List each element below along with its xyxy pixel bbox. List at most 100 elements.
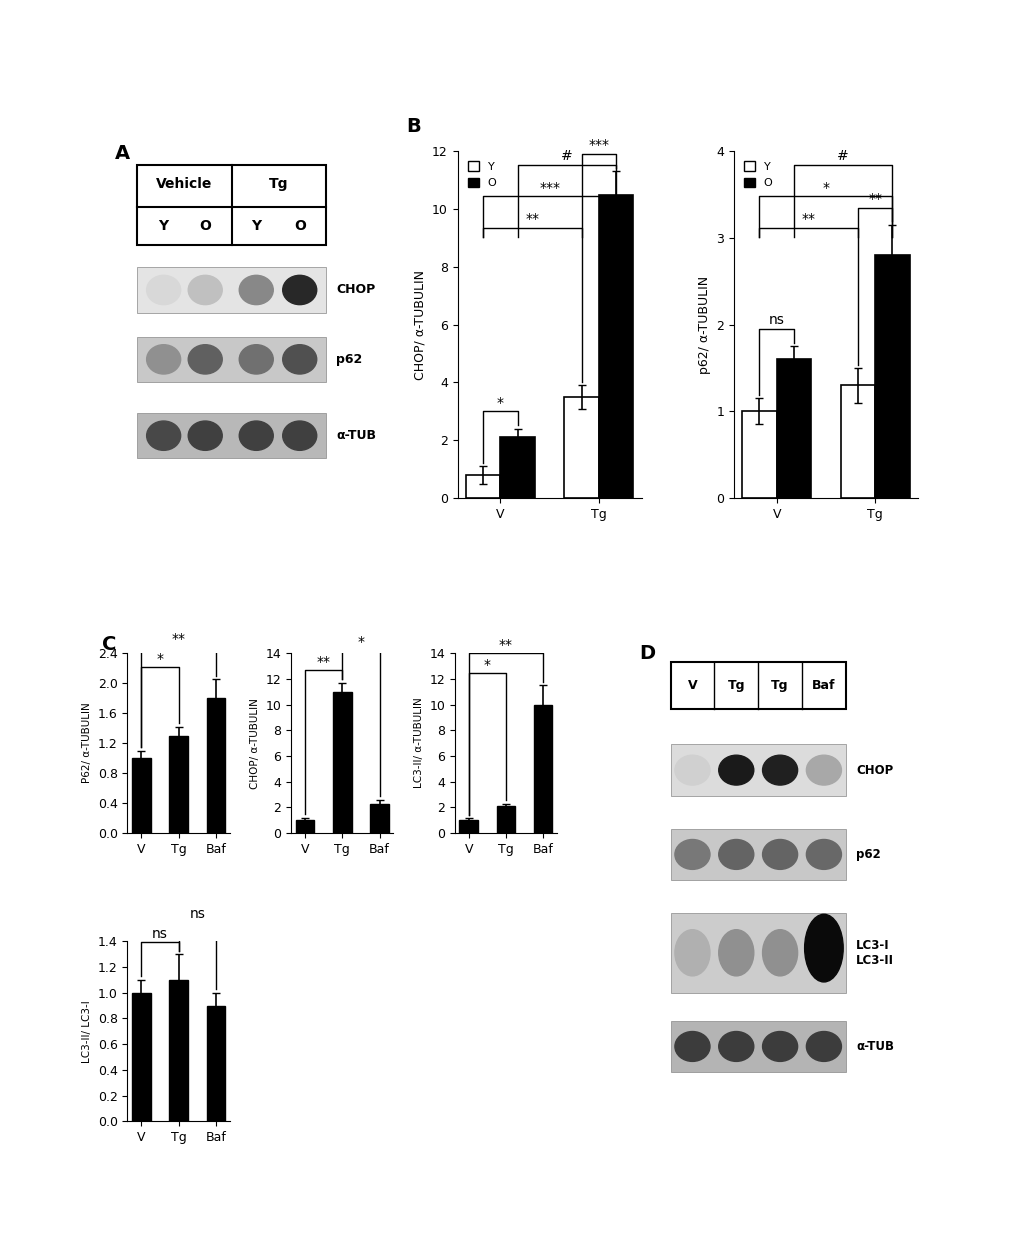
FancyBboxPatch shape [669, 663, 845, 709]
Bar [533, 704, 552, 833]
Bar [742, 412, 775, 498]
Bar [206, 1005, 225, 1121]
Text: Baf: Baf [811, 679, 835, 692]
Bar [206, 698, 225, 833]
FancyBboxPatch shape [669, 829, 845, 881]
Bar [370, 804, 388, 833]
Y-axis label: p62/ α-TUBULIN: p62/ α-TUBULIN [697, 276, 710, 374]
Bar [496, 806, 515, 833]
Text: Vehicle: Vehicle [156, 178, 212, 192]
Bar [459, 820, 478, 833]
Text: *: * [483, 658, 490, 672]
Ellipse shape [806, 755, 841, 785]
Text: Tg: Tg [770, 679, 788, 692]
Text: **: ** [171, 633, 185, 646]
Ellipse shape [718, 755, 753, 785]
Text: **: ** [867, 192, 881, 205]
Text: Tg: Tg [269, 178, 288, 192]
Bar [169, 736, 187, 833]
Bar [132, 759, 151, 833]
Text: **: ** [317, 655, 330, 669]
Ellipse shape [806, 839, 841, 869]
Text: Y: Y [158, 219, 168, 233]
Text: ns: ns [768, 314, 784, 328]
Bar [332, 692, 352, 833]
Ellipse shape [762, 1032, 797, 1061]
Text: ns: ns [152, 926, 168, 941]
Bar [598, 194, 633, 498]
Text: α-TUB: α-TUB [855, 1040, 894, 1053]
FancyBboxPatch shape [138, 267, 326, 312]
Bar [296, 820, 314, 833]
Text: α-TUB: α-TUB [335, 430, 376, 442]
Text: B: B [406, 116, 421, 136]
FancyBboxPatch shape [138, 165, 326, 244]
Bar [466, 475, 500, 498]
Ellipse shape [675, 930, 709, 976]
Text: *: * [357, 635, 364, 649]
Text: Y: Y [251, 219, 261, 233]
Text: LC3-I
LC3-II: LC3-I LC3-II [855, 939, 894, 966]
Ellipse shape [282, 421, 317, 450]
Text: **: ** [801, 212, 815, 226]
Text: **: ** [498, 638, 513, 651]
Y-axis label: LC3-II/ LC3-I: LC3-II/ LC3-I [83, 1000, 92, 1062]
Ellipse shape [189, 345, 222, 374]
Ellipse shape [239, 345, 273, 374]
Text: #: # [560, 150, 573, 164]
Bar [169, 980, 187, 1121]
FancyBboxPatch shape [669, 914, 845, 993]
Legend: Y, O: Y, O [739, 156, 776, 193]
Text: C: C [102, 635, 116, 654]
Ellipse shape [282, 345, 317, 374]
Bar [874, 256, 909, 498]
FancyBboxPatch shape [138, 413, 326, 459]
Text: D: D [639, 644, 655, 663]
Text: CHOP: CHOP [335, 284, 375, 296]
Ellipse shape [762, 930, 797, 976]
Ellipse shape [675, 839, 709, 869]
FancyBboxPatch shape [669, 1021, 845, 1072]
Text: A: A [115, 144, 130, 164]
Bar [132, 993, 151, 1121]
Text: **: ** [525, 212, 539, 226]
Text: p62: p62 [335, 353, 362, 365]
Ellipse shape [718, 930, 753, 976]
Ellipse shape [718, 839, 753, 869]
Text: p62: p62 [855, 848, 880, 861]
Text: CHOP: CHOP [855, 764, 893, 776]
Text: ***: *** [539, 180, 559, 194]
Text: O: O [199, 219, 211, 233]
Ellipse shape [762, 755, 797, 785]
Bar [564, 397, 598, 498]
Bar [775, 359, 810, 498]
Ellipse shape [189, 421, 222, 450]
Ellipse shape [718, 1032, 753, 1061]
Bar [840, 386, 874, 498]
Ellipse shape [675, 755, 709, 785]
Ellipse shape [282, 276, 317, 305]
Legend: Y, O: Y, O [463, 156, 500, 193]
Bar [500, 437, 534, 498]
Ellipse shape [189, 276, 222, 305]
Y-axis label: P62/ α-TUBULIN: P62/ α-TUBULIN [83, 703, 92, 784]
Text: ns: ns [190, 907, 205, 921]
Text: V: V [687, 679, 697, 692]
Ellipse shape [239, 421, 273, 450]
FancyBboxPatch shape [138, 336, 326, 382]
Text: O: O [293, 219, 306, 233]
FancyBboxPatch shape [669, 745, 845, 796]
Ellipse shape [147, 421, 180, 450]
Ellipse shape [806, 1032, 841, 1061]
Text: #: # [837, 150, 848, 164]
Text: ***: *** [588, 139, 608, 152]
Ellipse shape [239, 276, 273, 305]
Ellipse shape [147, 345, 180, 374]
Text: *: * [156, 651, 163, 665]
Y-axis label: CHOP/ α-TUBULIN: CHOP/ α-TUBULIN [250, 698, 260, 789]
Ellipse shape [675, 1032, 709, 1061]
Text: *: * [821, 180, 828, 194]
Ellipse shape [147, 276, 180, 305]
Ellipse shape [804, 915, 843, 982]
Ellipse shape [762, 839, 797, 869]
